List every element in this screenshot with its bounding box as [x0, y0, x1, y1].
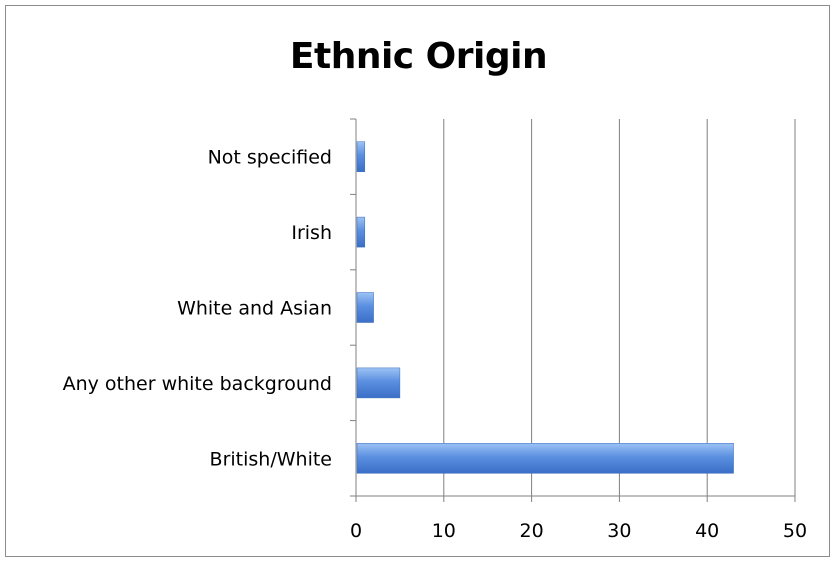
bar	[356, 216, 366, 248]
x-tick-label: 0	[350, 520, 362, 542]
chart-title: Ethnic Origin	[289, 36, 548, 77]
category-label: British/White	[210, 448, 332, 470]
x-tick-label: 30	[607, 520, 631, 542]
x-tick-label: 10	[432, 520, 456, 542]
x-tick-label: 50	[783, 520, 807, 542]
category-label: Any other white background	[63, 373, 332, 395]
category-label: White and Asian	[177, 298, 332, 320]
x-tick-label: 40	[695, 520, 719, 542]
bar	[356, 367, 401, 399]
bar	[356, 141, 366, 172]
bar	[356, 292, 374, 323]
x-tick-label: 20	[520, 520, 544, 542]
category-label: Irish	[291, 222, 332, 244]
category-label: Not specified	[208, 147, 332, 169]
bar	[356, 443, 734, 474]
